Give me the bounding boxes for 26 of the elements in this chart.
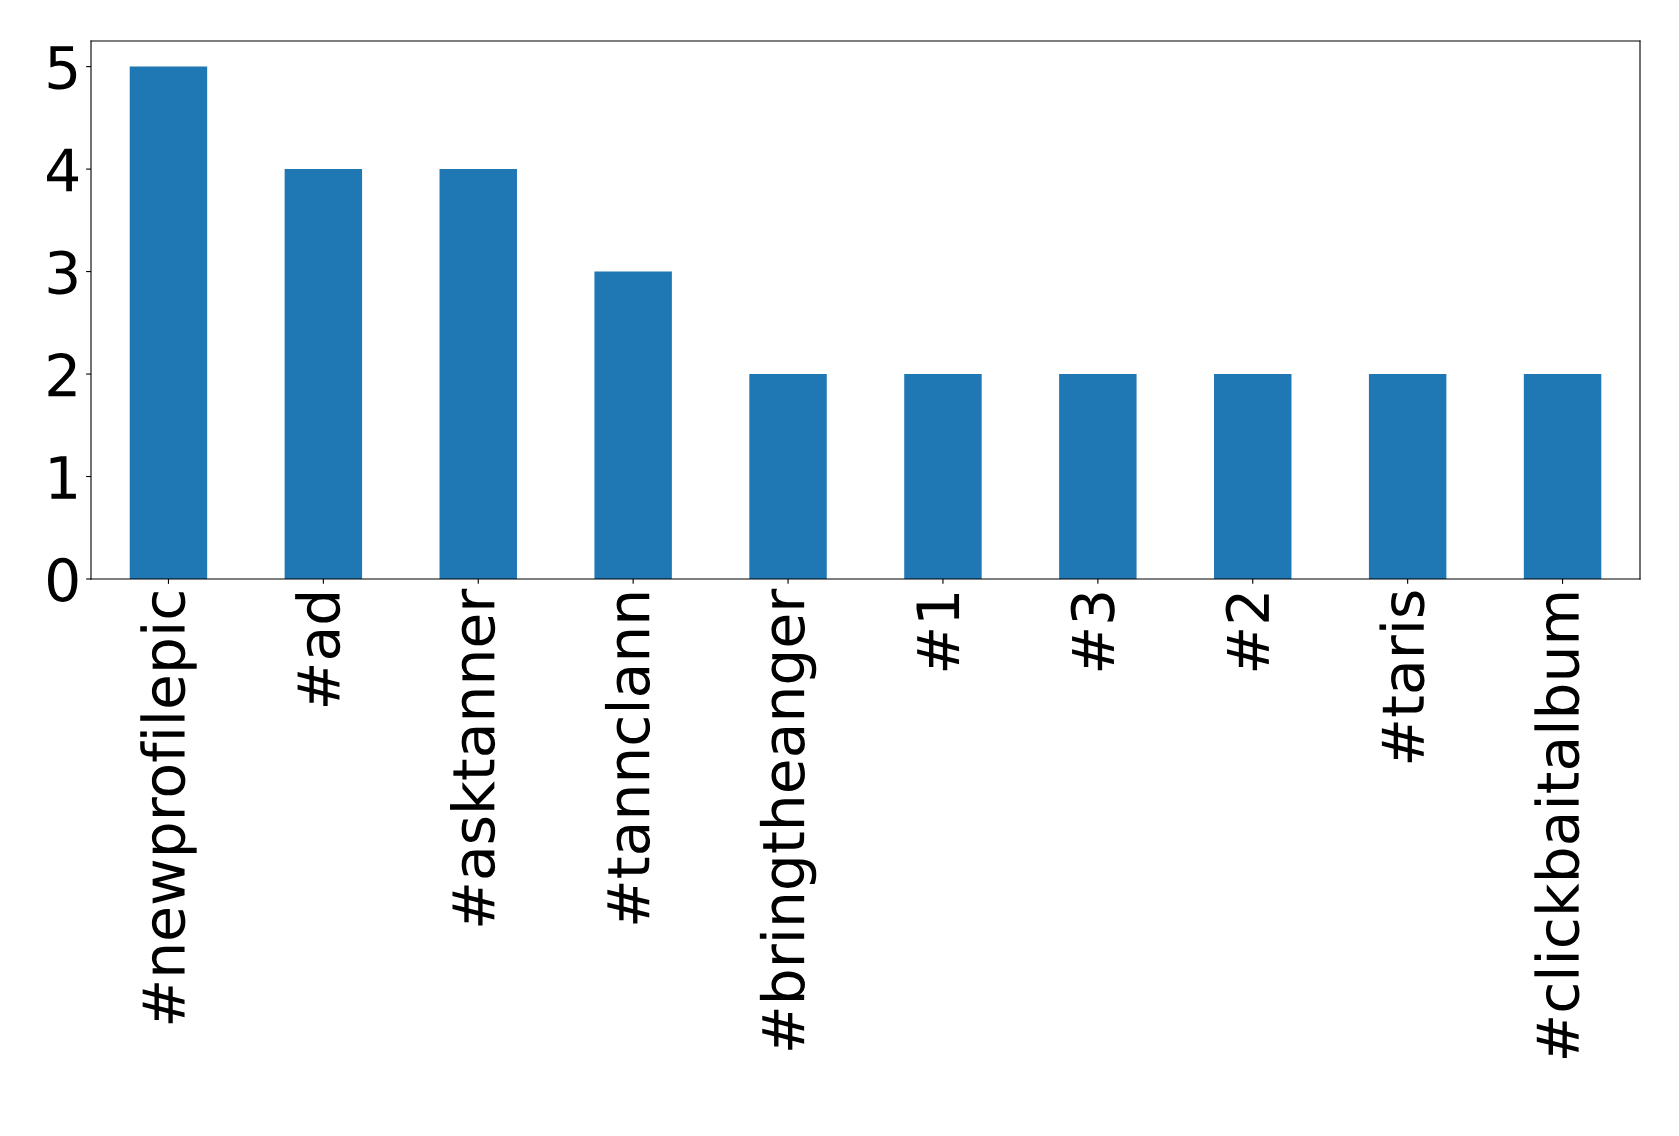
- x-tick-label: #asktanner: [450, 588, 496, 926]
- y-tick-label: 4: [47, 148, 79, 192]
- y-tick-label: 5: [48, 46, 77, 90]
- bar: [1214, 374, 1292, 579]
- x-tick-label: #ad: [295, 594, 341, 706]
- x-tick-label: #2: [1225, 594, 1269, 671]
- y-tick-label: 0: [48, 557, 78, 602]
- x-tick-label: #tannclann: [604, 593, 651, 924]
- bar: [439, 169, 517, 579]
- y-tick-label: 3: [48, 250, 77, 295]
- bar: [1368, 374, 1447, 579]
- x-tick-label: #bringtheanger: [759, 588, 817, 1050]
- y-tick-label: 2: [48, 352, 76, 397]
- x-tick-label: #3: [1070, 593, 1115, 671]
- bar: [594, 271, 672, 579]
- y-tick-label: 1: [50, 456, 76, 499]
- bar: [284, 169, 363, 579]
- x-tick-label: #newprofilepic: [140, 592, 197, 1024]
- x-tick-label: #clickbaitalbum: [1534, 593, 1580, 1059]
- bar: [129, 66, 208, 579]
- bar: [1059, 374, 1137, 579]
- bar: [1523, 374, 1602, 579]
- bar: [749, 374, 827, 579]
- bar: [904, 374, 982, 579]
- x-tick-label: #taris: [1379, 591, 1425, 763]
- x-tick-label: #1: [916, 594, 960, 671]
